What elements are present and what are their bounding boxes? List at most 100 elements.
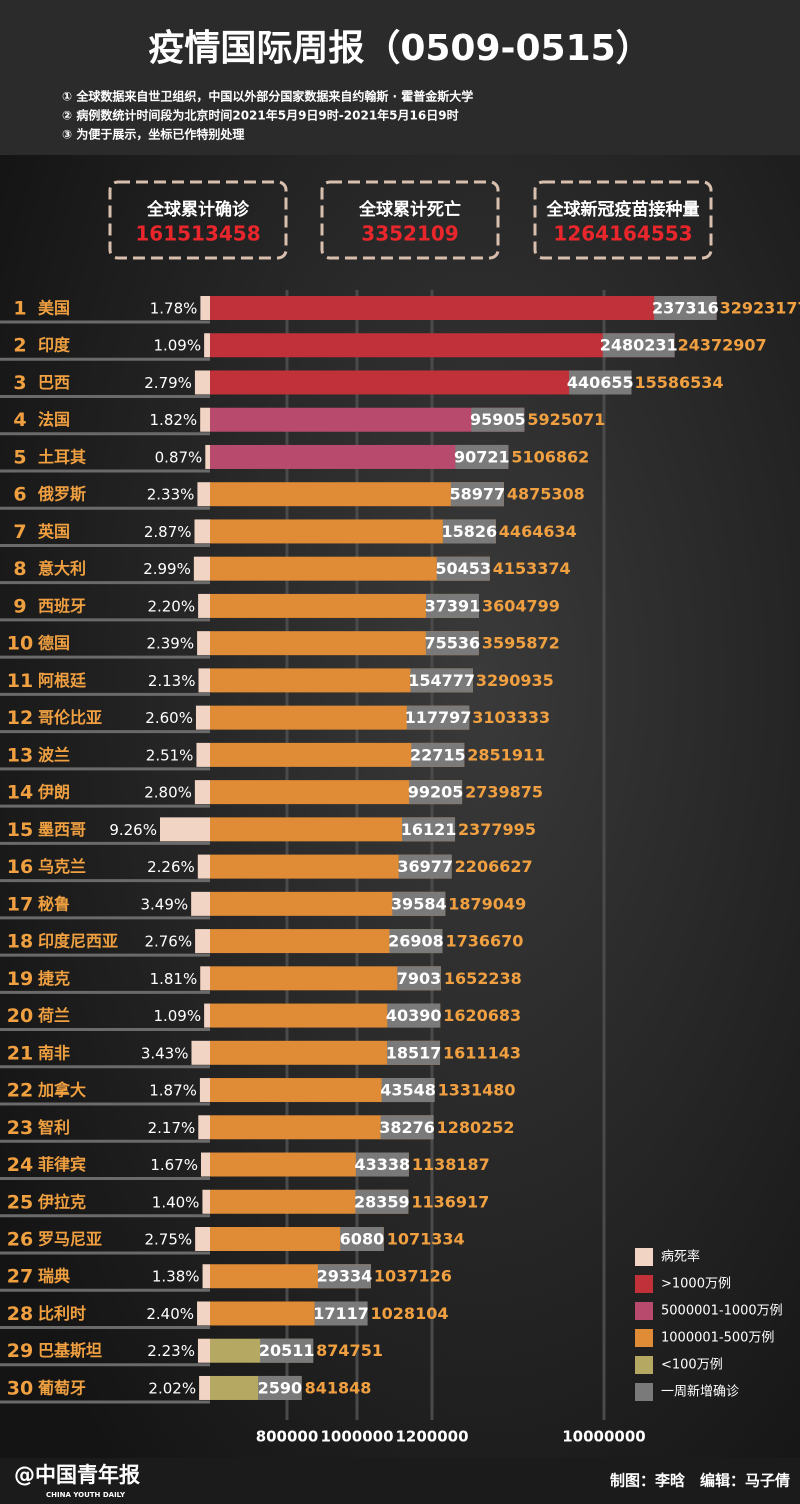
weekly-label: 22715: [410, 745, 466, 764]
weekly-label: 440655: [567, 373, 634, 392]
fatality-label: 1.09%: [153, 337, 201, 355]
weekly-label: 26908: [388, 932, 444, 951]
fatality-label: 2.17%: [148, 1119, 196, 1137]
weekly-label-bg: [602, 333, 675, 358]
weekly-label-bg: [409, 780, 463, 805]
weekly-label-bg: [381, 1078, 435, 1103]
country: 瑞典: [38, 1267, 70, 1286]
fatality-bar: [194, 519, 210, 544]
fatality-label: 2.39%: [146, 635, 194, 653]
fatality-bar: [200, 1152, 210, 1177]
title: 疫情国际周报（0509-0515）: [148, 28, 651, 69]
weekly-label: 2480231: [600, 336, 678, 355]
weekly-label: 7903: [397, 969, 442, 988]
fatality-label: 0.87%: [155, 448, 203, 466]
total-label: 2206627: [455, 857, 533, 876]
fatality-bar: [191, 1040, 210, 1065]
weekly-label: 39584: [391, 894, 447, 913]
country: 美国: [38, 299, 70, 318]
weekly-label: 36977: [397, 857, 453, 876]
total-label: 1136917: [411, 1192, 489, 1211]
country: 巴西: [38, 373, 70, 392]
rank: 5: [13, 446, 26, 468]
fatality-label: 1.38%: [152, 1268, 200, 1286]
total-label: 3604799: [482, 596, 560, 615]
total-label: 2377995: [458, 820, 536, 839]
country: 哥伦比亚: [38, 708, 102, 727]
country: 秘鲁: [38, 894, 70, 913]
stat-label: 全球累计死亡: [358, 199, 461, 220]
fatality-bar: [197, 854, 210, 879]
total-label: 1620683: [443, 1006, 521, 1025]
weekly-label: 6080: [340, 1230, 385, 1249]
weekly-label: 50453: [435, 559, 491, 578]
weekly-label: 154777: [408, 671, 475, 690]
legend-label: <100万例: [661, 1358, 723, 1373]
rank: 27: [7, 1266, 33, 1288]
legend-swatch: [635, 1329, 653, 1347]
fatality-bar: [197, 1301, 210, 1326]
fatality-bar: [204, 333, 210, 358]
fatality-label: 2.23%: [147, 1342, 195, 1360]
rank: 14: [7, 782, 33, 804]
bar: [210, 370, 632, 395]
rank: 25: [7, 1191, 33, 1213]
weekly-label-bg: [392, 891, 446, 916]
weekly-label: 15826: [441, 522, 497, 541]
total-label: 3595872: [482, 634, 560, 653]
weekly-label-bg: [387, 1003, 441, 1028]
fatality-bar: [195, 1227, 210, 1251]
fatality-label: 9.26%: [109, 821, 157, 839]
fatality-label: 2.87%: [144, 523, 192, 541]
country: 智利: [38, 1118, 70, 1137]
rank: 29: [7, 1340, 33, 1362]
total-label: 1611143: [443, 1043, 521, 1062]
fatality-label: 2.40%: [146, 1305, 194, 1323]
legend-swatch: [635, 1356, 653, 1374]
country: 英国: [37, 522, 70, 541]
total-label: 32923177: [720, 299, 800, 318]
weekly-label: 28359: [354, 1192, 410, 1211]
fatality-bar: [194, 780, 210, 805]
weekly-label: 95905: [470, 410, 526, 429]
fatality-bar: [198, 668, 210, 693]
total-label: 1736670: [445, 932, 523, 951]
weekly-label: 75536: [424, 634, 480, 653]
weekly-label: 43338: [354, 1155, 410, 1174]
bar: [210, 296, 717, 320]
total-label: 2739875: [465, 783, 543, 802]
rank: 10: [7, 633, 33, 655]
note: ③ 为便于展示，坐标已作特别处理: [62, 127, 244, 142]
legend-label: >1000万例: [661, 1277, 731, 1292]
logo: @中国青年报: [14, 1463, 140, 1487]
fatality-bar: [193, 556, 210, 581]
total-label: 3290935: [476, 671, 554, 690]
country: 葡萄牙: [37, 1378, 86, 1397]
fatality-label: 2.26%: [147, 858, 195, 876]
fatality-bar: [159, 817, 210, 842]
weekly-label-bg: [355, 1152, 409, 1177]
weekly-label-bg: [258, 1375, 302, 1400]
weekly-label-bg: [389, 929, 443, 954]
rank: 19: [7, 968, 33, 990]
fatality-bar: [195, 929, 210, 954]
weekly-label: 117797: [405, 708, 472, 727]
fatality-label: 2.99%: [143, 560, 191, 578]
weekly-label-bg: [355, 1189, 409, 1214]
fatality-bar: [202, 1189, 210, 1214]
weekly-label: 29334: [317, 1267, 373, 1286]
fatality-bar: [200, 296, 210, 320]
weekly-label: 38276: [379, 1118, 435, 1137]
fatality-label: 1.78%: [150, 300, 198, 318]
rank: 8: [13, 558, 26, 580]
total-label: 1071334: [387, 1230, 465, 1249]
total-label: 841848: [305, 1378, 372, 1397]
rank: 2: [13, 335, 26, 357]
weekly-label-bg: [398, 854, 452, 879]
logo-sub: CHINA YOUTH DAILY: [46, 1491, 126, 1499]
weekly-label-bg: [425, 631, 479, 656]
country: 巴基斯坦: [38, 1341, 102, 1360]
fatality-label: 2.75%: [144, 1231, 192, 1249]
note: ① 全球数据来自世卫组织，中国以外部分国家数据来自约翰斯 · 霍普金斯大学: [62, 89, 473, 104]
rank: 4: [13, 409, 26, 431]
